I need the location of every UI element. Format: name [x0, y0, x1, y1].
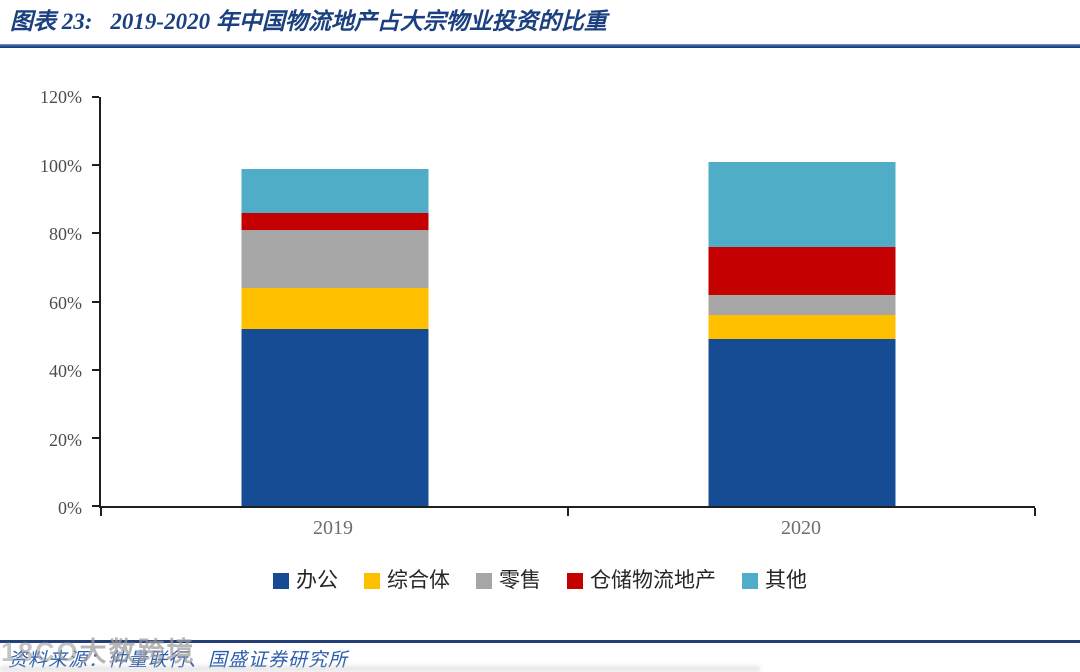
y-tick-label: 100% — [40, 155, 82, 176]
y-tick-label: 40% — [49, 361, 82, 382]
source-attribution: 资料来源：仲量联行、国盛证券研究所 — [8, 650, 349, 671]
bar-segment-办公 — [708, 339, 895, 506]
stacked-bar-2020 — [708, 97, 895, 506]
figure-title-text: 2019-2020 年中国物流地产占大宗物业投资的比重 — [110, 9, 607, 34]
y-axis-labels: 0% 20% 40% 60% 80% 100% 120% — [0, 88, 86, 517]
legend-item-办公: 办公 — [273, 570, 338, 591]
bar-segment-零售 — [241, 229, 428, 288]
legend-item-综合体: 综合体 — [364, 570, 450, 591]
watermark-smear — [0, 666, 760, 672]
legend-swatch-icon — [273, 572, 289, 589]
bar-slots — [101, 97, 1035, 506]
x-tick-mark — [567, 508, 569, 516]
legend-label: 仓储物流地产 — [590, 568, 716, 592]
plot-area — [92, 96, 1036, 516]
bar-segment-综合体 — [241, 287, 428, 329]
bar-segment-仓储物流地产 — [241, 212, 428, 230]
legend-item-其他: 其他 — [742, 570, 807, 591]
legend-label: 其他 — [765, 568, 807, 592]
legend-swatch-icon — [742, 572, 758, 589]
title-divider-rule — [0, 44, 1080, 48]
legend-swatch-icon — [567, 572, 583, 589]
figure-number-label: 图表 23: — [10, 9, 93, 34]
y-tick-mark — [92, 368, 99, 371]
bar-segment-其他 — [708, 161, 895, 248]
category-slot-2019 — [101, 97, 568, 506]
legend-swatch-icon — [364, 572, 380, 589]
x-axis-labels: 2019 2020 — [99, 517, 1035, 540]
y-tick-label: 20% — [49, 429, 82, 450]
figure-title: 图表 23: 2019-2020 年中国物流地产占大宗物业投资的比重 — [10, 6, 1070, 38]
legend-label: 办公 — [296, 568, 338, 592]
legend-item-仓储物流地产: 仓储物流地产 — [567, 570, 716, 591]
bar-segment-综合体 — [708, 315, 895, 339]
legend-item-零售: 零售 — [476, 570, 541, 591]
x-tick-mark — [1034, 508, 1036, 516]
y-tick-mark — [92, 164, 99, 167]
y-tick-label: 0% — [58, 498, 82, 518]
y-tick-mark — [92, 232, 99, 235]
bar-segment-仓储物流地产 — [708, 247, 895, 295]
legend-label: 零售 — [499, 568, 541, 592]
y-tick-mark — [92, 505, 99, 507]
y-tick-label: 80% — [49, 224, 82, 245]
y-tick-mark — [92, 436, 99, 439]
bar-segment-办公 — [241, 328, 428, 506]
y-tick-label: 120% — [40, 87, 82, 107]
x-category-label: 2019 — [313, 517, 353, 539]
y-tick-mark — [92, 300, 99, 303]
stacked-bar-2019 — [241, 97, 428, 506]
y-tick-mark — [92, 96, 99, 98]
footer-divider-rule — [0, 640, 1080, 643]
legend-swatch-icon — [476, 572, 492, 589]
bar-segment-零售 — [708, 294, 895, 316]
chart-legend: 办公 综合体 零售 仓储物流地产 其他 — [0, 570, 1080, 591]
x-category-label: 2020 — [781, 517, 821, 539]
bar-segment-其他 — [241, 168, 428, 213]
x-tick-mark — [100, 508, 102, 516]
y-tick-label: 60% — [49, 292, 82, 313]
category-slot-2020 — [568, 97, 1035, 506]
legend-label: 综合体 — [387, 568, 450, 592]
